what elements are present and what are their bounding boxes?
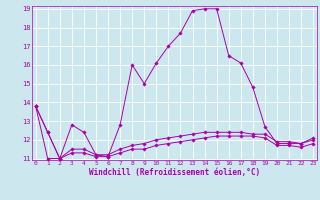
X-axis label: Windchill (Refroidissement éolien,°C): Windchill (Refroidissement éolien,°C) xyxy=(89,168,260,177)
